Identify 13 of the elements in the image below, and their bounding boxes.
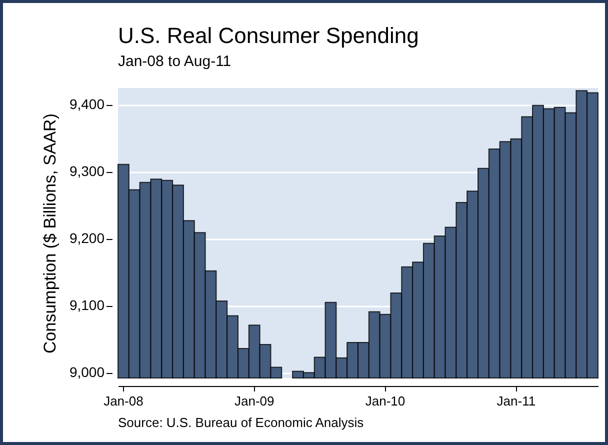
source-note: Source: U.S. Bureau of Economic Analysis <box>118 415 364 430</box>
x-tick-label: Jan-10 <box>365 394 406 408</box>
chart-title: U.S. Real Consumer Spending <box>118 23 419 48</box>
x-tick-label: Jan-09 <box>234 394 274 408</box>
chart-subtitle: Jan-08 to Aug-11 <box>118 53 232 70</box>
y-tick-label: 9,000 <box>69 364 105 380</box>
x-tick-label: Jan-08 <box>104 394 144 408</box>
x-tick-label: Jan-11 <box>496 394 536 408</box>
y-tick-label: 9,100 <box>69 297 105 314</box>
y-tick-label: 9,400 <box>69 96 105 112</box>
y-tick-label: 9,300 <box>69 163 105 180</box>
y-axis-title: Consumption ($ Billions, SAAR) <box>40 114 60 354</box>
y-tick-label: 9,200 <box>69 230 105 246</box>
